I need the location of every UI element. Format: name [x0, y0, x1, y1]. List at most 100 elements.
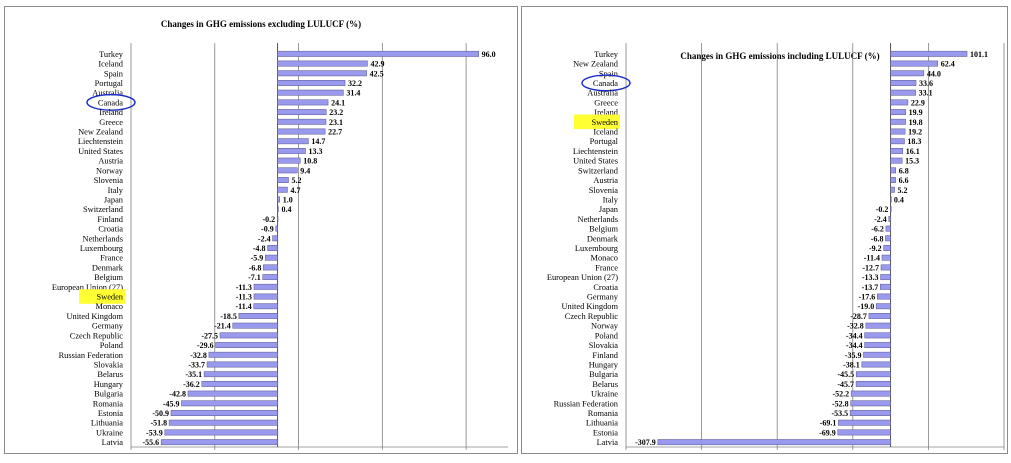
bar-poland [864, 332, 891, 339]
bar-japan [277, 196, 280, 203]
data-label-luxembourg: -4.8 [253, 244, 266, 253]
data-label-canada: 24.1 [331, 98, 345, 107]
category-label-austria: Austria [593, 176, 618, 185]
bar-canada [277, 99, 329, 106]
data-label-austria: 10.8 [303, 157, 317, 166]
bar-estonia [837, 429, 891, 436]
bar-japan [890, 206, 892, 213]
data-label-denmark: -6.8 [871, 234, 884, 243]
category-label-slovakia: Slovakia [589, 341, 619, 350]
bar-belarus [855, 380, 891, 387]
category-label-hungary: Hungary [589, 360, 619, 369]
category-label-turkey: Turkey [594, 50, 619, 59]
data-label-sweden: 19.8 [909, 118, 923, 127]
category-label-france: France [595, 263, 618, 272]
data-label-germany: -17.6 [859, 293, 876, 302]
bar-bulgaria [855, 371, 891, 378]
data-label-finland: -0.2 [263, 215, 276, 224]
data-label-ireland: 23.2 [329, 108, 343, 117]
data-label-hungary: -36.2 [183, 380, 200, 389]
category-label-united-states: United States [573, 157, 618, 166]
data-label-belgium: -7.1 [248, 273, 261, 282]
category-label-lithuania: Lithuania [586, 419, 618, 428]
data-label-ukraine: -53.9 [146, 428, 163, 437]
data-label-poland: -34.4 [846, 331, 863, 340]
category-label-luxembourg: Luxembourg [575, 244, 619, 253]
category-label-turkey: Turkey [99, 50, 124, 59]
data-label-japan: -0.2 [876, 205, 889, 214]
category-label-japan: Japan [599, 205, 619, 214]
chart-panel-right: Changes in GHG emissions including LULUC… [521, 6, 1008, 454]
category-label-spain: Spain [104, 69, 124, 78]
bar-latvia [160, 439, 278, 446]
data-label-bulgaria: -45.5 [838, 370, 855, 379]
bar-poland [215, 342, 278, 348]
data-label-australia: 31.4 [346, 89, 360, 98]
chart-title: Changes in GHG emissions including LULUC… [680, 51, 879, 61]
data-label-estonia: -69.9 [819, 428, 836, 437]
category-label-japan: Japan [104, 195, 124, 204]
bar-norway [277, 167, 298, 174]
chart-excluding-lulucf: Changes in GHG emissions excluding LULUC… [52, 19, 508, 450]
bar-greece [277, 118, 327, 125]
data-label-canada: 33.6 [919, 79, 933, 88]
data-label-greece: 22.9 [911, 98, 925, 107]
data-label-new-zealand: 62.4 [941, 60, 955, 69]
category-label-iceland: Iceland [98, 60, 123, 69]
category-label-denmark: Denmark [587, 234, 619, 243]
data-label-hungary: -38.1 [843, 360, 860, 369]
bar-netherlands [888, 215, 891, 222]
data-label-portugal: 32.2 [348, 79, 362, 88]
data-label-united-kingdom: -19.0 [858, 302, 875, 311]
bar-greece [890, 99, 909, 106]
bar-italy [890, 196, 892, 203]
data-label-liechtenstein: 16.1 [906, 147, 920, 156]
data-label-new-zealand: 22.7 [328, 128, 342, 137]
category-label-france: France [100, 254, 123, 263]
highlight-sweden [574, 114, 620, 130]
data-label-portugal: 18.3 [907, 137, 921, 146]
bar-czech-republic [219, 332, 278, 339]
category-label-latvia: Latvia [597, 438, 619, 447]
chart-panel-left: Changes in GHG emissions excluding LULUC… [4, 6, 518, 454]
bar-belarus [203, 371, 278, 378]
bar-germany [877, 293, 891, 300]
category-label-czech-republic: Czech Republic [565, 312, 619, 321]
category-label-slovenia: Slovenia [589, 186, 619, 195]
bar-australia [277, 89, 344, 96]
category-label-luxembourg: Luxembourg [80, 244, 124, 253]
data-label-denmark: -6.8 [249, 263, 262, 272]
bar-bulgaria [187, 390, 278, 397]
category-label-slovenia: Slovenia [94, 176, 124, 185]
data-label-bulgaria: -42.8 [169, 390, 186, 399]
data-label-united-states: 15.3 [905, 157, 919, 166]
data-label-netherlands: -2.4 [874, 215, 887, 224]
bar-austria [277, 157, 301, 164]
bar-slovakia [206, 361, 278, 368]
category-label-liechtenstein: Liechtenstein [573, 147, 619, 156]
category-label-finland: Finland [97, 215, 123, 224]
category-label-new-zealand: New Zealand [573, 60, 619, 69]
data-label-greece: 23.1 [329, 118, 343, 127]
data-label-russian-federation: -32.8 [190, 351, 207, 360]
data-label-austria: 6.6 [899, 176, 909, 185]
data-label-latvia: -307.9 [635, 438, 656, 447]
category-label-ukraine: Ukraine [591, 390, 618, 399]
bar-united-states [277, 148, 306, 154]
data-label-netherlands: -2.4 [258, 234, 271, 243]
bar-russian-federation [850, 400, 891, 407]
category-label-portugal: Portugal [590, 137, 619, 146]
bar-iceland [890, 128, 906, 135]
category-label-european-union-27: European Union (27) [52, 283, 123, 292]
category-label-switzerland: Switzerland [578, 166, 619, 175]
data-label-czech-republic: -27.5 [201, 331, 218, 340]
category-label-switzerland: Switzerland [83, 205, 124, 214]
category-label-latvia: Latvia [102, 438, 124, 447]
data-label-poland: -29.6 [197, 341, 214, 350]
data-label-italy: 4.7 [290, 186, 300, 195]
bar-lithuania [838, 419, 891, 426]
category-label-belgium: Belgium [94, 273, 123, 282]
bar-norway [865, 322, 891, 329]
category-label-united-kingdom: United Kingdom [561, 302, 618, 311]
bar-united-kingdom [875, 303, 891, 310]
